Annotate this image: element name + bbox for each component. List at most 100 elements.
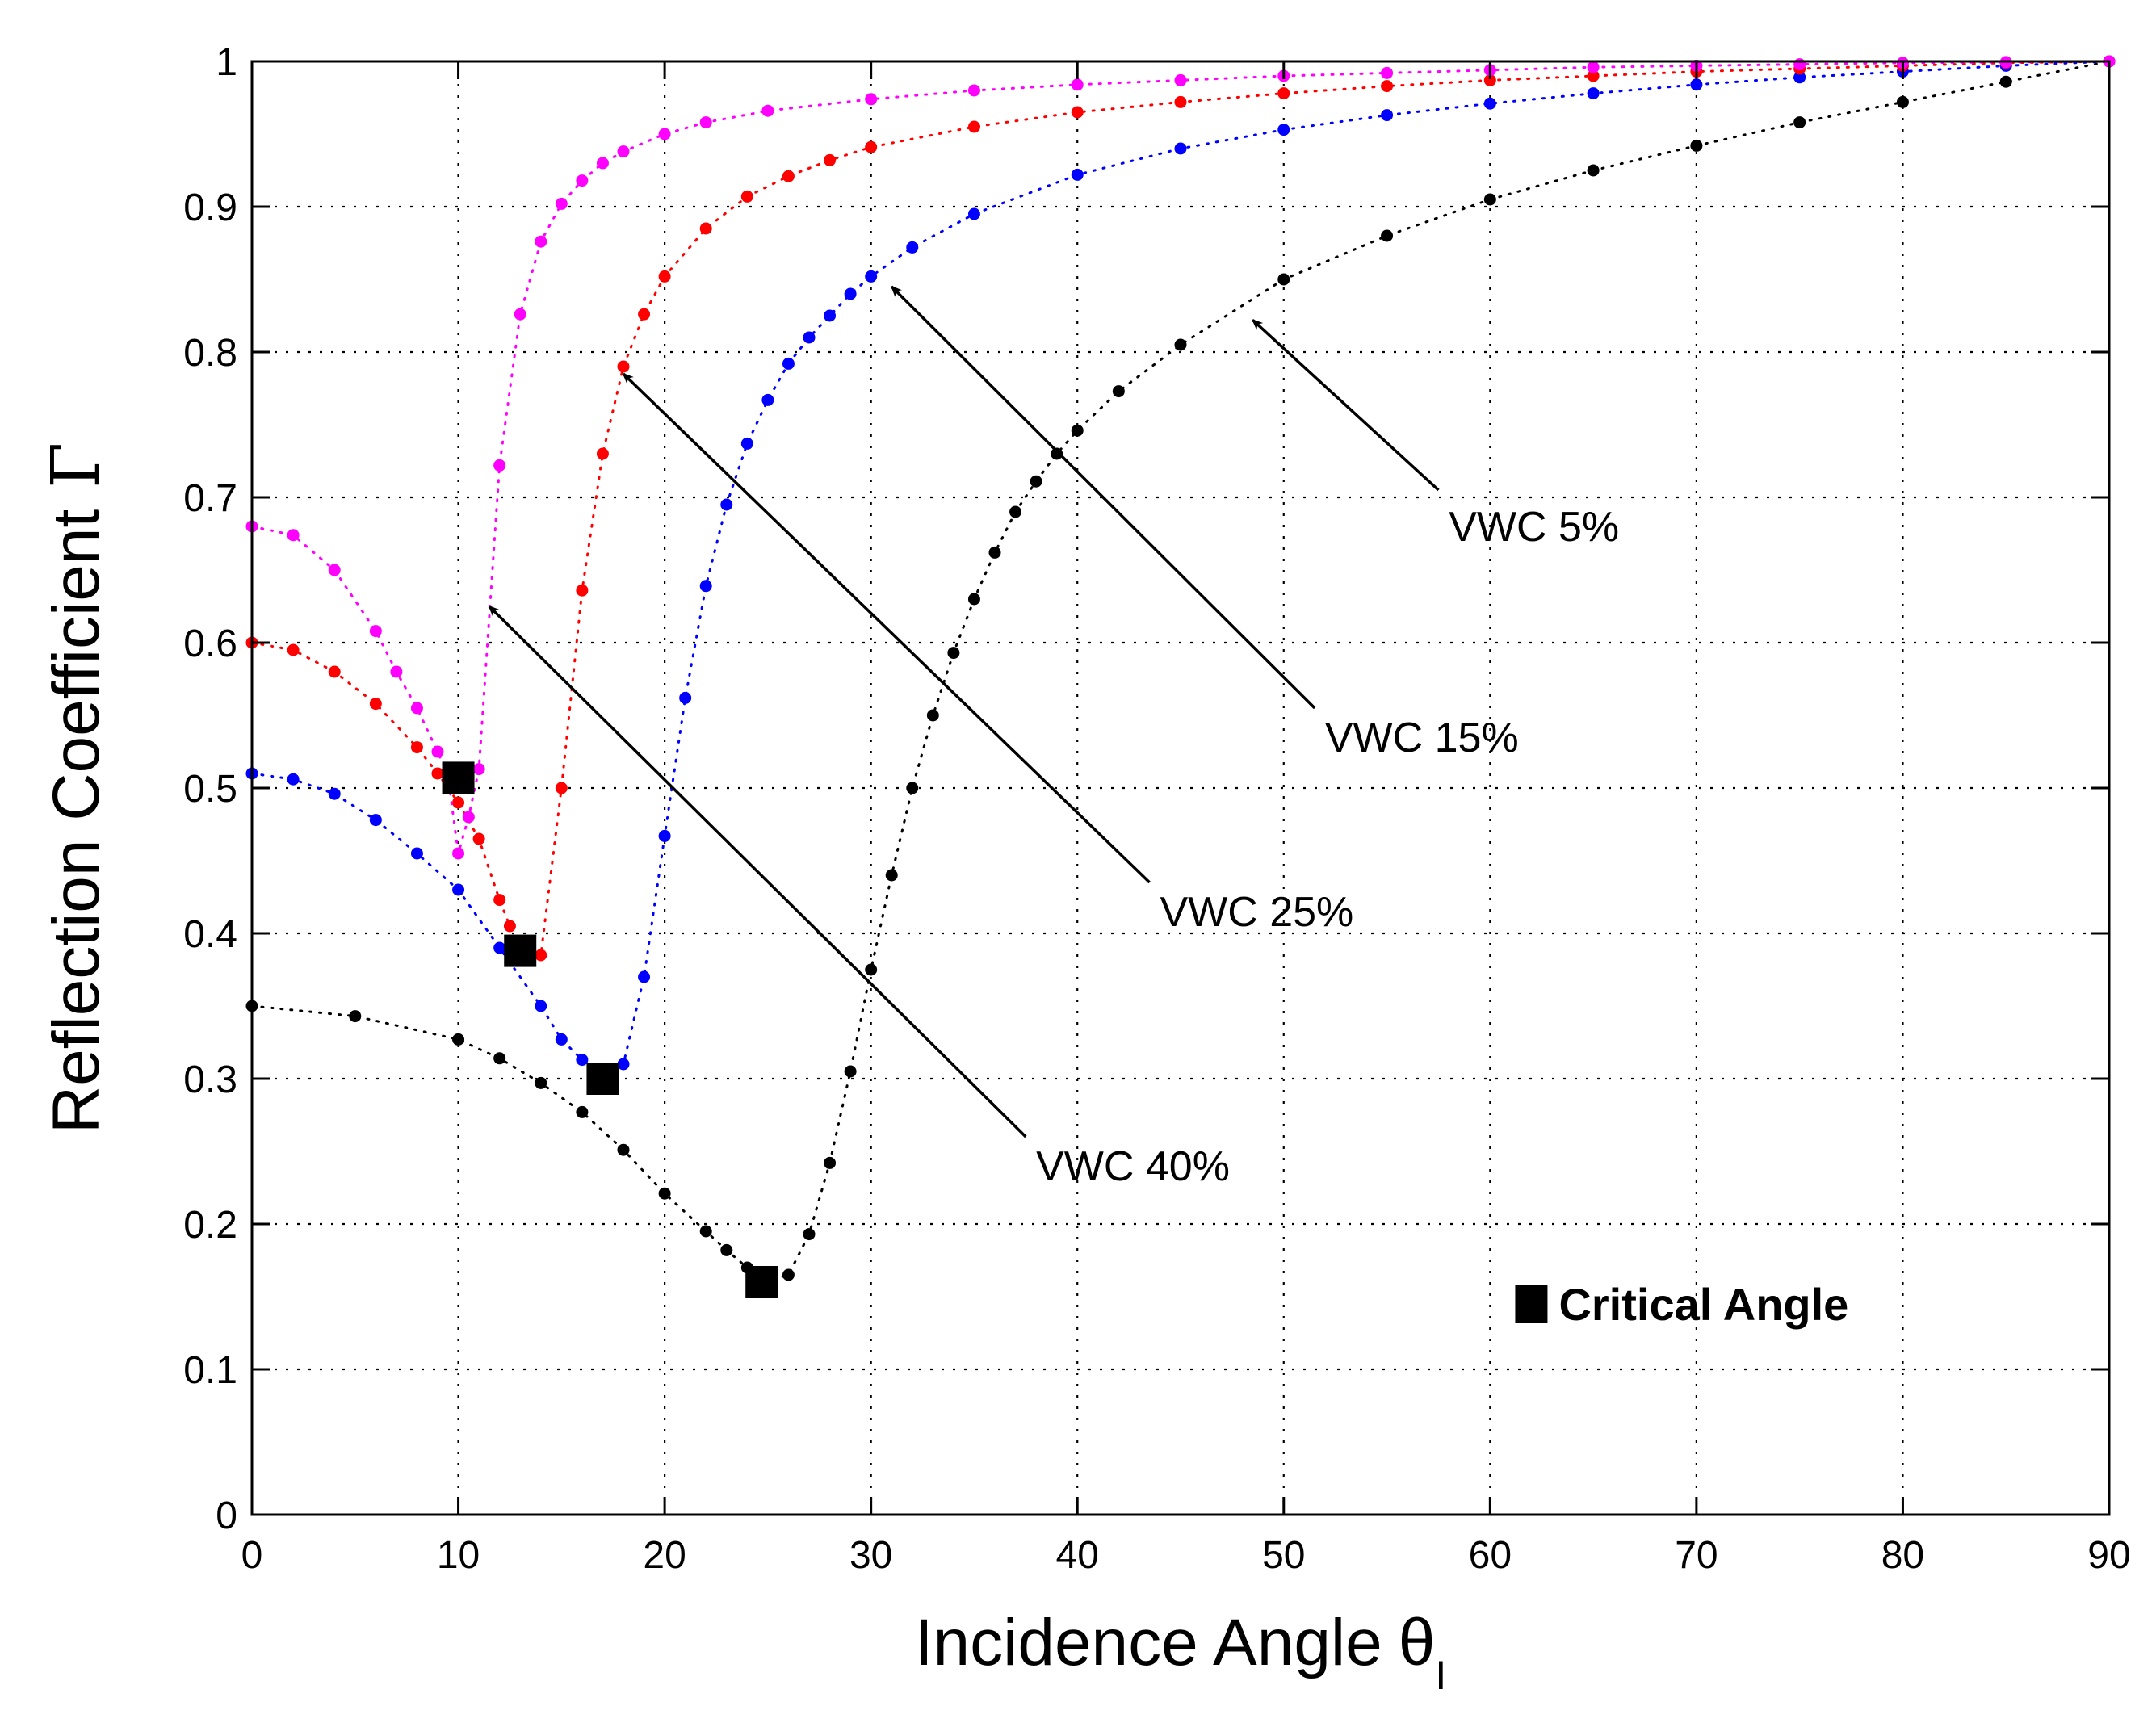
data-point [865, 270, 878, 283]
series-vwc-5- [245, 55, 2116, 1287]
annotation-arrow-0 [1251, 319, 1440, 492]
grid-lines [252, 61, 2109, 1515]
data-point [844, 1065, 857, 1078]
y-tick-label-0.6: 0.6 [183, 622, 237, 665]
data-point [658, 128, 671, 140]
data-point [761, 393, 774, 406]
x-axis-subscript: I [1435, 1653, 1446, 1698]
data-point [452, 1033, 465, 1046]
data-point [1793, 116, 1806, 129]
data-point [431, 745, 444, 758]
x-tick-label-10: 10 [437, 1534, 480, 1577]
data-point [493, 941, 506, 954]
data-point [1277, 87, 1290, 100]
x-axis-symbol: θ [1399, 1606, 1436, 1679]
data-point [865, 140, 878, 153]
data-point [493, 894, 506, 907]
data-point [1587, 69, 1600, 82]
data-point [576, 584, 589, 597]
annotation-label-0: VWC 5% [1449, 504, 1619, 551]
data-point [462, 811, 475, 824]
data-point [472, 763, 485, 776]
data-point [596, 447, 609, 460]
data-point [535, 949, 547, 962]
data-point [782, 357, 795, 370]
data-point [555, 197, 568, 210]
data-point [824, 1156, 837, 1169]
data-point [720, 498, 733, 511]
data-point [410, 847, 423, 860]
data-point [410, 702, 423, 715]
data-point [1030, 475, 1042, 488]
data-point [576, 1105, 589, 1118]
data-point [1051, 447, 1063, 460]
data-point [617, 145, 630, 158]
data-point [503, 920, 516, 933]
data-point [967, 120, 980, 133]
annotation-label-3: VWC 40% [1036, 1143, 1230, 1190]
data-point [824, 153, 837, 166]
data-point [1071, 424, 1084, 437]
data-point [803, 1228, 816, 1241]
data-point [555, 782, 568, 794]
y-axis-label-text: Reflection Coefficient [40, 509, 113, 1134]
legend-label: Critical Angle [1558, 1279, 1848, 1330]
data-point [1793, 58, 1806, 71]
annotations-layer: VWC 5% VWC 15% VWC 25% VWC 40% [488, 285, 1619, 1190]
critical-angle-marker-0 [442, 761, 475, 794]
data-point [1071, 78, 1084, 91]
data-point [452, 796, 465, 809]
data-point [535, 1076, 547, 1089]
data-point [1071, 168, 1084, 181]
x-tick-labels: 0 10 20 30 40 50 60 70 80 90 [241, 1534, 2131, 1577]
y-tick-label-0.3: 0.3 [183, 1058, 237, 1101]
x-tick-label-40: 40 [1056, 1534, 1099, 1577]
data-point [638, 308, 651, 321]
data-point [452, 883, 465, 896]
critical-angle-marker-2 [586, 1063, 619, 1095]
x-axis-label: Incidence Angle θI [915, 1606, 1447, 1698]
data-point [1793, 71, 1806, 84]
data-point [782, 170, 795, 182]
y-tick-label-1: 1 [216, 41, 237, 84]
data-point [1174, 73, 1187, 86]
data-point [967, 593, 980, 606]
y-tick-label-0.5: 0.5 [183, 768, 237, 811]
x-tick-label-20: 20 [643, 1534, 686, 1577]
data-point [1587, 87, 1600, 100]
data-point [699, 116, 712, 129]
data-point [761, 104, 774, 117]
data-point [1999, 75, 2012, 88]
data-point [349, 1010, 362, 1023]
data-point [328, 665, 341, 678]
y-tick-label-0.2: 0.2 [183, 1204, 237, 1247]
data-point [369, 814, 382, 827]
annotation-arrow-2 [622, 372, 1151, 884]
data-point [947, 647, 960, 660]
data-point [865, 963, 878, 976]
y-tick-label-0.8: 0.8 [183, 332, 237, 375]
data-point [431, 767, 444, 780]
annotation-arrow-1 [890, 285, 1316, 710]
x-tick-label-0: 0 [241, 1534, 263, 1577]
data-point [967, 207, 980, 220]
data-point [328, 564, 341, 576]
data-point [514, 308, 526, 321]
data-point [535, 235, 547, 248]
data-point [1483, 193, 1496, 206]
y-tick-label-0.1: 0.1 [183, 1349, 237, 1392]
data-point [1896, 95, 1909, 108]
data-point [926, 709, 939, 722]
data-point [452, 847, 465, 860]
y-axis-label: Reflection Coefficient Γ [38, 442, 115, 1134]
data-point [844, 287, 857, 300]
data-point [555, 1033, 568, 1046]
series-layer [245, 55, 2116, 1287]
data-point [1381, 66, 1394, 79]
data-point [1381, 80, 1394, 93]
data-point [369, 698, 382, 711]
y-tick-label-0.7: 0.7 [183, 477, 237, 520]
data-point [576, 174, 589, 187]
data-point [824, 309, 837, 322]
data-point [596, 157, 609, 170]
